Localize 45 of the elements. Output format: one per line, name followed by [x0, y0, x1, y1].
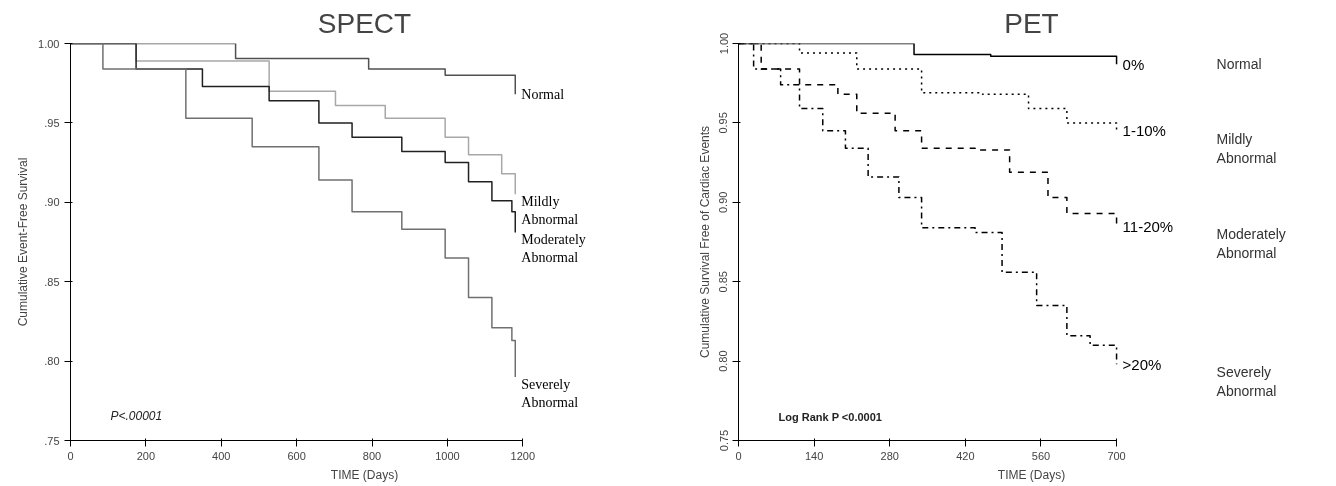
- x-tick-label: 140: [804, 449, 824, 462]
- x-tick-label: 0: [735, 449, 742, 462]
- series-label: Normal: [521, 86, 565, 102]
- x-axis-title: TIME (Days): [330, 467, 399, 482]
- x-tick-label: 420: [956, 449, 975, 462]
- y-tick-label: .85: [44, 275, 60, 288]
- x-tick-label: 0: [67, 449, 74, 462]
- series-label: 11-20%: [1122, 217, 1174, 235]
- chart-title: SPECT: [317, 7, 412, 39]
- y-axis-title: Cumulative Event-Free Survival: [16, 157, 31, 327]
- text: Normal: [1216, 56, 1262, 73]
- y-tick-label: 0.80: [717, 350, 730, 372]
- x-tick-label: 700: [1107, 449, 1126, 462]
- y-tick-label: .90: [44, 196, 60, 209]
- x-tick-label: 200: [136, 449, 156, 462]
- y-tick-label: 1.00: [38, 37, 60, 50]
- text: Mildly Abnormal: [1216, 130, 1277, 167]
- y-tick-label: .75: [44, 434, 60, 447]
- x-tick-label: 600: [287, 449, 306, 462]
- y-tick-label: 0.75: [717, 429, 730, 452]
- x-tick-label: 560: [1031, 449, 1051, 462]
- y-tick-label: 0.90: [717, 191, 730, 213]
- y-tick-label: .80: [44, 355, 60, 368]
- series-label: Severely Abnormal: [521, 376, 579, 410]
- x-tick-label: 1000: [435, 449, 460, 462]
- series-label: Mildly Abnormal: [521, 194, 579, 228]
- y-tick-label: 0.95: [717, 112, 730, 134]
- y-tick-label: 1.00: [717, 32, 730, 55]
- x-tick-label: 800: [362, 449, 382, 462]
- text: Severely Abnormal: [1216, 364, 1277, 400]
- annotation: P<.00001: [110, 408, 163, 423]
- x-tick-label: 280: [880, 449, 899, 462]
- text: Moderately Abnormal: [1216, 226, 1286, 262]
- y-tick-label: 0.85: [717, 270, 730, 293]
- series-label: Moderately Abnormal: [521, 232, 586, 266]
- y-tick-label: .95: [44, 116, 60, 129]
- series-label: 0%: [1122, 55, 1145, 73]
- x-axis-title: TIME (Days): [997, 467, 1066, 482]
- y-axis-title: Cumulative Survival Free of Cardiac Events: [697, 125, 712, 359]
- chart-title: PET: [1004, 7, 1059, 39]
- x-tick-label: 400: [212, 449, 231, 462]
- x-tick-label: 1200: [510, 449, 536, 462]
- annotation: Log Rank P <0.0001: [778, 410, 882, 423]
- series-label: 1-10%: [1122, 122, 1166, 140]
- series-label: >20%: [1122, 355, 1162, 373]
